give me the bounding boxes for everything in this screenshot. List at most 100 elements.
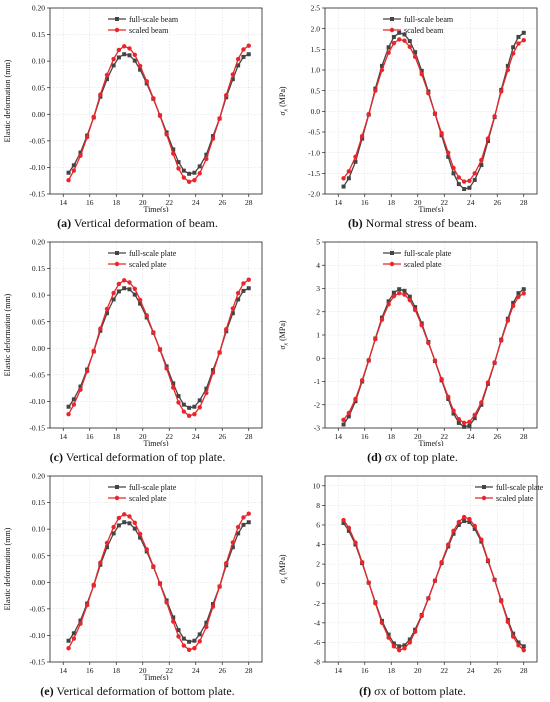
data-point xyxy=(341,520,346,525)
x-tick-label: 28 xyxy=(245,198,253,207)
series-scaled xyxy=(66,43,251,184)
data-point xyxy=(176,628,181,633)
panel-d: 14 16 18 20 22 24 26 28 -3 -2 -1 0 1 2 3 4 5 Time(s) σx (M… xyxy=(275,234,550,468)
x-tick-label: 20 xyxy=(414,432,422,441)
data-point xyxy=(217,350,222,355)
chart-c: 14 16 18 20 22 24 26 28 -0.15 -0.10 -0.05 0.00 0.05 0… xyxy=(3,238,263,446)
data-point xyxy=(66,638,71,643)
data-point xyxy=(511,45,516,50)
y-axis-label-unit: (MPa) xyxy=(278,86,287,109)
data-point xyxy=(499,338,504,343)
data-point xyxy=(407,637,412,642)
data-point xyxy=(353,159,358,164)
data-point xyxy=(192,170,197,175)
data-point xyxy=(521,648,526,653)
data-point xyxy=(366,357,371,363)
data-point xyxy=(516,291,521,296)
data-point xyxy=(181,409,187,414)
data-point xyxy=(204,386,209,391)
x-tick-label: 28 xyxy=(520,198,528,207)
data-point xyxy=(360,136,365,141)
y-tick-label: -3 xyxy=(314,424,320,433)
y-tick-label: 0.00 xyxy=(32,110,45,119)
data-point xyxy=(516,41,521,46)
data-point xyxy=(241,515,246,520)
data-point xyxy=(451,171,456,176)
plot-frame xyxy=(324,475,538,663)
data-point xyxy=(132,520,137,525)
x-tick-label: 14 xyxy=(335,666,343,675)
data-point xyxy=(391,40,397,46)
data-point xyxy=(204,390,209,396)
caption-d-text: σx of top plate. xyxy=(381,450,458,464)
series-scaled xyxy=(341,514,526,653)
data-point xyxy=(485,136,491,141)
data-point xyxy=(379,67,385,73)
x-tick-label: 26 xyxy=(494,666,502,675)
data-point xyxy=(66,170,71,175)
legend-marker xyxy=(114,27,120,33)
data-point xyxy=(138,301,143,306)
data-point xyxy=(432,111,438,116)
panel-f: 14 16 18 20 22 24 26 28 -8 -6 -4 -2 0 2 4 6 8 10 σx (MPa) f… xyxy=(275,468,550,702)
data-point xyxy=(236,297,241,302)
y-tick-label: -0.10 xyxy=(29,397,45,406)
y-tick-label: -4 xyxy=(314,618,320,627)
data-point xyxy=(186,413,192,418)
data-point xyxy=(472,523,477,529)
y-tick-label: 0.0 xyxy=(311,107,321,116)
data-point xyxy=(391,641,396,646)
data-point xyxy=(373,336,378,342)
y-tick-label: 0.05 xyxy=(32,83,45,92)
grid-lines xyxy=(50,475,262,663)
data-point xyxy=(78,384,83,389)
data-point xyxy=(116,281,122,287)
data-point xyxy=(386,635,391,640)
data-point xyxy=(84,368,90,374)
caption-c-letter: (c) xyxy=(49,450,63,464)
x-axis-label: Time(s) xyxy=(143,673,168,680)
data-point xyxy=(192,645,197,651)
data-point xyxy=(479,163,484,168)
x-tick-label: 26 xyxy=(219,432,227,441)
y-axis-label-symbol: σ xyxy=(278,579,287,584)
x-tick-label: 14 xyxy=(335,198,343,207)
x-tick-label: 22 xyxy=(166,666,174,675)
data-point xyxy=(426,596,431,601)
x-tick-label: 20 xyxy=(139,432,147,441)
data-point xyxy=(346,414,351,419)
data-point xyxy=(485,557,491,563)
y-tick-label: 0.05 xyxy=(32,317,45,326)
data-point xyxy=(456,420,461,425)
data-point xyxy=(127,521,132,526)
y-tick-label: 0.20 xyxy=(32,4,45,13)
data-point xyxy=(341,422,346,427)
data-point xyxy=(397,648,402,653)
y-tick-label: 4 xyxy=(316,540,320,549)
data-point xyxy=(71,168,77,173)
data-point xyxy=(91,582,96,588)
data-point xyxy=(111,56,116,62)
data-point xyxy=(516,34,521,39)
data-point xyxy=(235,56,241,62)
data-point xyxy=(210,368,215,373)
data-point xyxy=(187,639,192,644)
data-point xyxy=(479,157,484,163)
data-point xyxy=(407,640,412,645)
data-point xyxy=(144,313,149,318)
data-point xyxy=(235,524,241,530)
y-tick-label: 0.10 xyxy=(32,57,45,66)
x-axis-label: Time(s) xyxy=(418,439,443,446)
data-point xyxy=(192,177,197,183)
y-tick-label: 0.20 xyxy=(32,472,45,481)
y-tick-label: 0.10 xyxy=(32,291,45,300)
legend-label: full-scale plate xyxy=(404,249,452,258)
data-point xyxy=(197,171,202,176)
x-tick-label: 18 xyxy=(113,666,121,675)
plot-frame xyxy=(49,241,263,429)
data-point xyxy=(407,44,412,50)
data-point xyxy=(397,290,402,296)
y-tick-label: 0.20 xyxy=(32,238,45,247)
legend-label: full-scale beam xyxy=(129,15,179,24)
data-point xyxy=(241,54,246,59)
